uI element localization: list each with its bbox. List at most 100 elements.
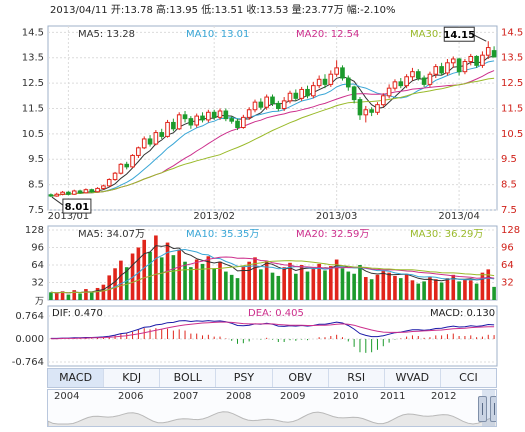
timeline-navigator[interactable]: 2004 2006 2007 2008 2009 2010 2011 2012	[47, 389, 497, 427]
volume-bar	[329, 266, 333, 300]
volume-bar	[72, 290, 77, 300]
candle-body	[334, 67, 339, 75]
volume-bar	[142, 239, 147, 300]
candle-body	[485, 47, 491, 56]
candle-body	[200, 115, 205, 121]
volume-bar	[311, 268, 316, 300]
low-label-box	[62, 198, 92, 214]
volume-bar	[54, 293, 59, 300]
timeline-left-handle[interactable]	[478, 396, 487, 422]
volume-bar	[212, 268, 216, 300]
quote-header: 2013/04/11 开:13.78 高:13.95 低:13.51 收:13.…	[50, 4, 520, 18]
price-ma-legend: MA20: 12.54	[296, 29, 359, 40]
volume-tick-label-right: 32	[501, 278, 514, 289]
tab-wvad[interactable]: WVAD	[385, 369, 441, 387]
volume-tick-label-left: 128	[25, 225, 44, 236]
stock-chart[interactable]: 14.5 14.5 13.5 13.5 12.5 12.5 11.5 11.5 10.5 10.5…	[0, 0, 525, 368]
volume-bar	[259, 269, 263, 300]
candle-body	[153, 132, 159, 145]
macd-legend: DIF: 0.470	[52, 308, 103, 319]
candle-body	[468, 55, 474, 63]
candle-body	[165, 121, 170, 137]
volume-bar	[334, 259, 339, 300]
price-tick-label-right: 10.5	[501, 129, 523, 140]
candle-body	[299, 88, 304, 99]
candle-body	[118, 163, 124, 174]
candle-body	[194, 115, 200, 126]
volume-bar	[218, 261, 222, 300]
timeline-right-handle[interactable]	[490, 396, 496, 422]
tab-kdj[interactable]: KDJ	[104, 369, 161, 387]
volume-bar	[113, 268, 117, 300]
ma10-line	[50, 60, 495, 197]
price-panel-frame	[47, 25, 498, 211]
candle-body	[188, 118, 194, 126]
volume-bar	[492, 286, 496, 300]
candle-body	[48, 194, 54, 197]
candle-body	[322, 78, 328, 85]
month-tick-label: 2013/04	[438, 211, 480, 222]
volume-bar	[457, 281, 461, 300]
candle-body	[176, 114, 182, 130]
volume-tick-label-right: 64	[501, 260, 514, 271]
candle-body	[101, 185, 106, 189]
volume-bar	[247, 261, 251, 300]
candle-body	[264, 96, 269, 108]
candle-body	[410, 71, 415, 78]
quote-low: 低:13.51	[201, 5, 244, 16]
tab-macd[interactable]: MACD	[48, 369, 105, 387]
candle-body	[363, 109, 369, 116]
candle-body	[258, 101, 264, 108]
volume-bar	[439, 282, 444, 300]
volume-bar	[387, 272, 391, 300]
volume-bar	[194, 259, 199, 300]
candle-body	[328, 73, 334, 85]
candle-body	[439, 66, 444, 74]
volume-bar	[270, 272, 275, 300]
macd-tick-label-left: 0.000	[15, 334, 44, 345]
volume-bar	[253, 257, 257, 300]
tab-obv[interactable]: OBV	[273, 369, 329, 387]
price-tick-label-right: 7.5	[501, 205, 517, 216]
candle-body	[229, 118, 234, 122]
volume-bar	[445, 278, 450, 300]
price-tick-label-right: 13.5	[501, 53, 523, 64]
volume-bar	[177, 249, 182, 300]
candle-body	[171, 121, 176, 130]
price-tick-label-right: 8.5	[501, 180, 517, 191]
price-tick-label-left: 8.5	[28, 180, 44, 191]
candle-body	[136, 147, 141, 156]
volume-bar	[78, 293, 82, 300]
volume-bar	[183, 261, 187, 300]
volume-bar	[101, 284, 106, 300]
volume-bar	[49, 292, 53, 300]
candle-body	[305, 88, 310, 97]
price-tick-label-left: 10.5	[22, 129, 44, 140]
volume-bar	[89, 292, 94, 300]
candle-body	[66, 191, 71, 195]
candle-body	[112, 172, 118, 181]
volume-bar	[468, 280, 473, 300]
macd-legend: MACD: 0.130	[430, 308, 495, 319]
tab-boll[interactable]: BOLL	[160, 369, 217, 387]
candle-body	[450, 58, 456, 64]
candle-body	[357, 99, 363, 116]
volume-unit-label: 万	[35, 297, 44, 307]
tab-rsi[interactable]: RSI	[329, 369, 385, 387]
candle-body	[287, 92, 293, 102]
month-tick-label: 2013/01	[48, 211, 90, 222]
volume-ma10-line	[50, 248, 495, 294]
macd-tick-label-left: 0.764	[15, 311, 44, 322]
candle-body	[380, 95, 386, 106]
tab-psy[interactable]: PSY	[216, 369, 273, 387]
volume-ma-legend: MA10: 35.35万	[186, 229, 259, 240]
candle-body	[246, 109, 252, 118]
volume-bar	[235, 278, 240, 300]
price-tick-label-left: 13.5	[22, 53, 44, 64]
volume-bar	[393, 275, 397, 300]
quote-change: 幅:-2.10%	[346, 5, 396, 16]
tab-cci[interactable]: CCI	[459, 371, 478, 384]
volume-bar	[381, 270, 386, 300]
low-pointer	[51, 196, 64, 206]
volume-bar	[451, 274, 456, 300]
